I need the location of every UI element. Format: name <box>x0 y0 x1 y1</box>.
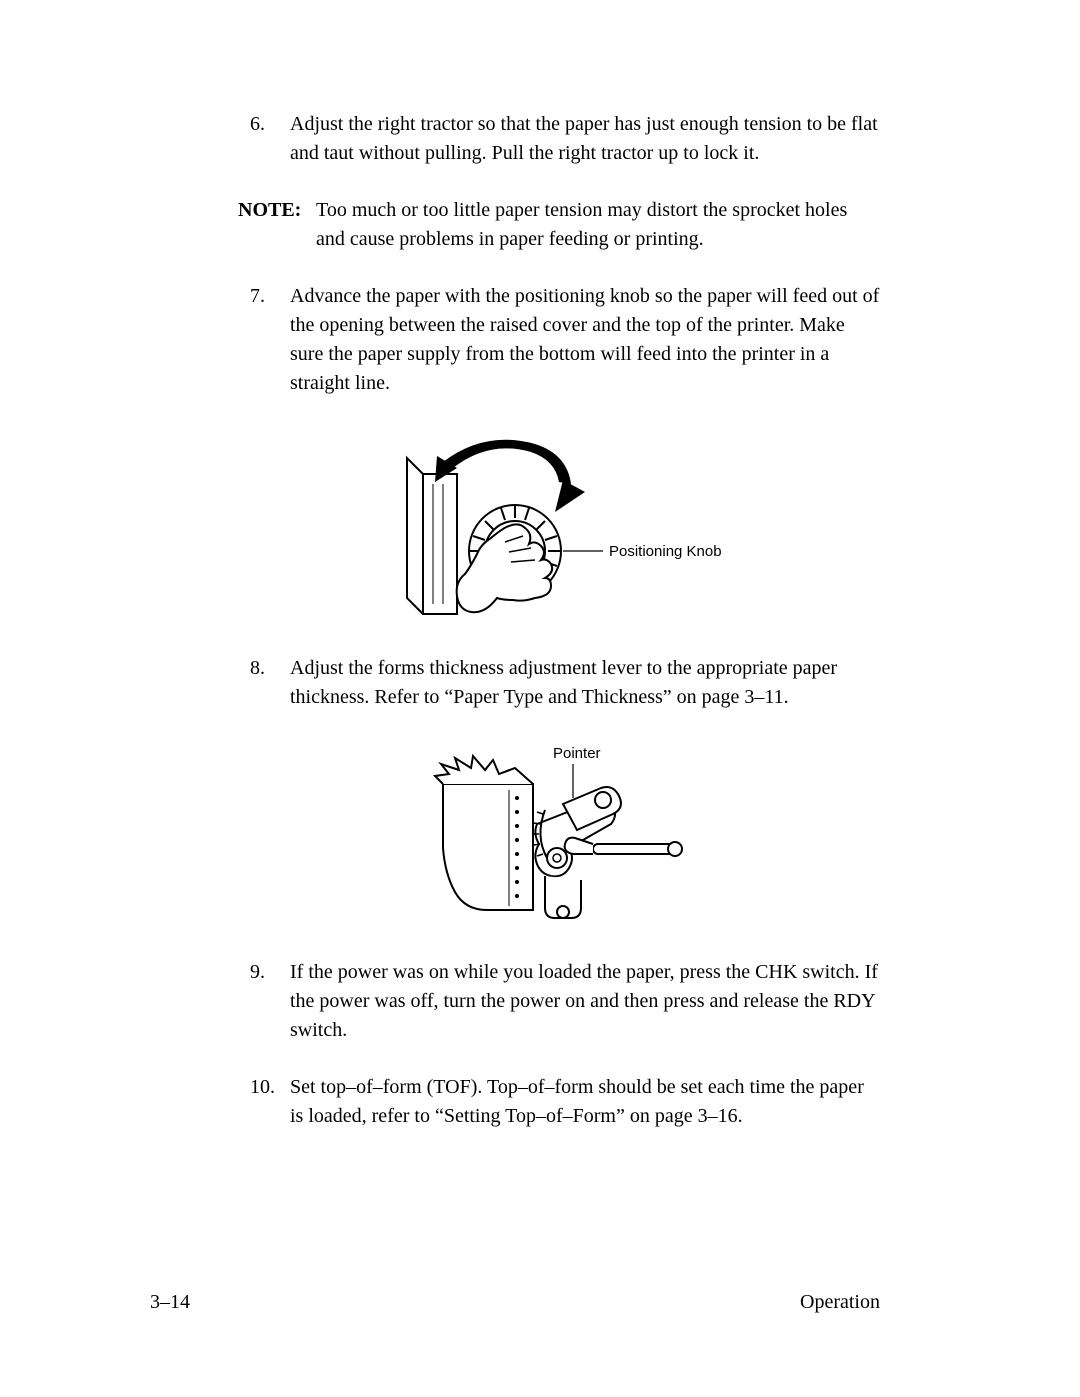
figure-positioning-knob: Positioning Knob <box>250 426 880 626</box>
list-text: Adjust the forms thickness adjustment le… <box>290 654 880 712</box>
list-item-7: 7. Advance the paper with the positionin… <box>250 282 880 398</box>
positioning-knob-illustration: Positioning Knob <box>385 426 745 626</box>
figure-label-positioning-knob: Positioning Knob <box>609 543 722 560</box>
figure-pointer: Pointer <box>250 740 880 930</box>
list-text: If the power was on while you loaded the… <box>290 958 880 1045</box>
content-block: 6. Adjust the right tractor so that the … <box>250 110 880 1131</box>
list-number: 8. <box>250 654 290 712</box>
note-block: NOTE: Too much or too little paper tensi… <box>238 196 880 254</box>
section-title: Operation <box>800 1288 880 1317</box>
list-number: 10. <box>250 1073 290 1131</box>
figure-label-pointer: Pointer <box>553 745 601 762</box>
list-item-10: 10. Set top–of–form (TOF). Top–of–form s… <box>250 1073 880 1131</box>
list-text: Advance the paper with the positioning k… <box>290 282 880 398</box>
list-number: 7. <box>250 282 290 398</box>
list-item-6: 6. Adjust the right tractor so that the … <box>250 110 880 168</box>
note-text: Too much or too little paper tension may… <box>316 196 880 254</box>
note-label: NOTE: <box>238 196 316 254</box>
page-number: 3–14 <box>150 1288 190 1317</box>
list-item-8: 8. Adjust the forms thickness adjustment… <box>250 654 880 712</box>
page-footer: 3–14 Operation <box>150 1288 880 1317</box>
page: 6. Adjust the right tractor so that the … <box>0 0 1080 1397</box>
list-number: 9. <box>250 958 290 1045</box>
list-text: Set top–of–form (TOF). Top–of–form shoul… <box>290 1073 880 1131</box>
list-text: Adjust the right tractor so that the pap… <box>290 110 880 168</box>
list-number: 6. <box>250 110 290 168</box>
pointer-illustration: Pointer <box>425 740 705 930</box>
list-item-9: 9. If the power was on while you loaded … <box>250 958 880 1045</box>
